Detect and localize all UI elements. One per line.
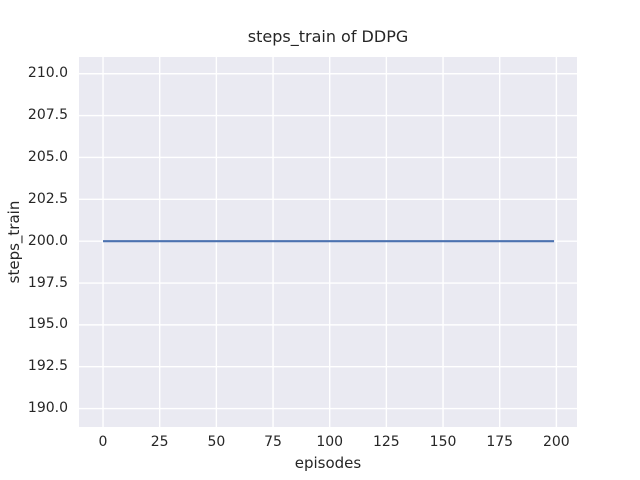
y-tick-label: 210.0 bbox=[27, 65, 68, 82]
y-tick-label: 197.5 bbox=[27, 274, 68, 291]
plot-area bbox=[79, 57, 577, 427]
axes-canvas bbox=[79, 57, 577, 427]
y-tick-label: 200.0 bbox=[27, 232, 68, 249]
y-tick-label: 190.0 bbox=[27, 400, 68, 417]
y-tick-label: 202.5 bbox=[27, 190, 68, 207]
x-tick-label: 50 bbox=[207, 434, 226, 450]
x-axis-label: episodes bbox=[294, 454, 362, 472]
y-tick-label: 195.0 bbox=[27, 316, 68, 333]
x-tick-label: 150 bbox=[429, 434, 457, 450]
x-tick-label: 200 bbox=[542, 434, 570, 450]
x-tick-label: 75 bbox=[264, 434, 282, 450]
y-tick-label: 207.5 bbox=[27, 107, 68, 124]
x-tick-label: 0 bbox=[98, 434, 108, 450]
y-tick-label: 192.5 bbox=[27, 358, 68, 375]
x-tick-label: 125 bbox=[372, 434, 400, 450]
x-tick-label: 175 bbox=[486, 434, 514, 450]
y-tick-label: 205.0 bbox=[27, 148, 68, 165]
x-tick-label: 100 bbox=[316, 434, 344, 450]
chart-title: steps_train of DDPG bbox=[247, 27, 409, 46]
x-tick-label: 25 bbox=[150, 434, 169, 450]
